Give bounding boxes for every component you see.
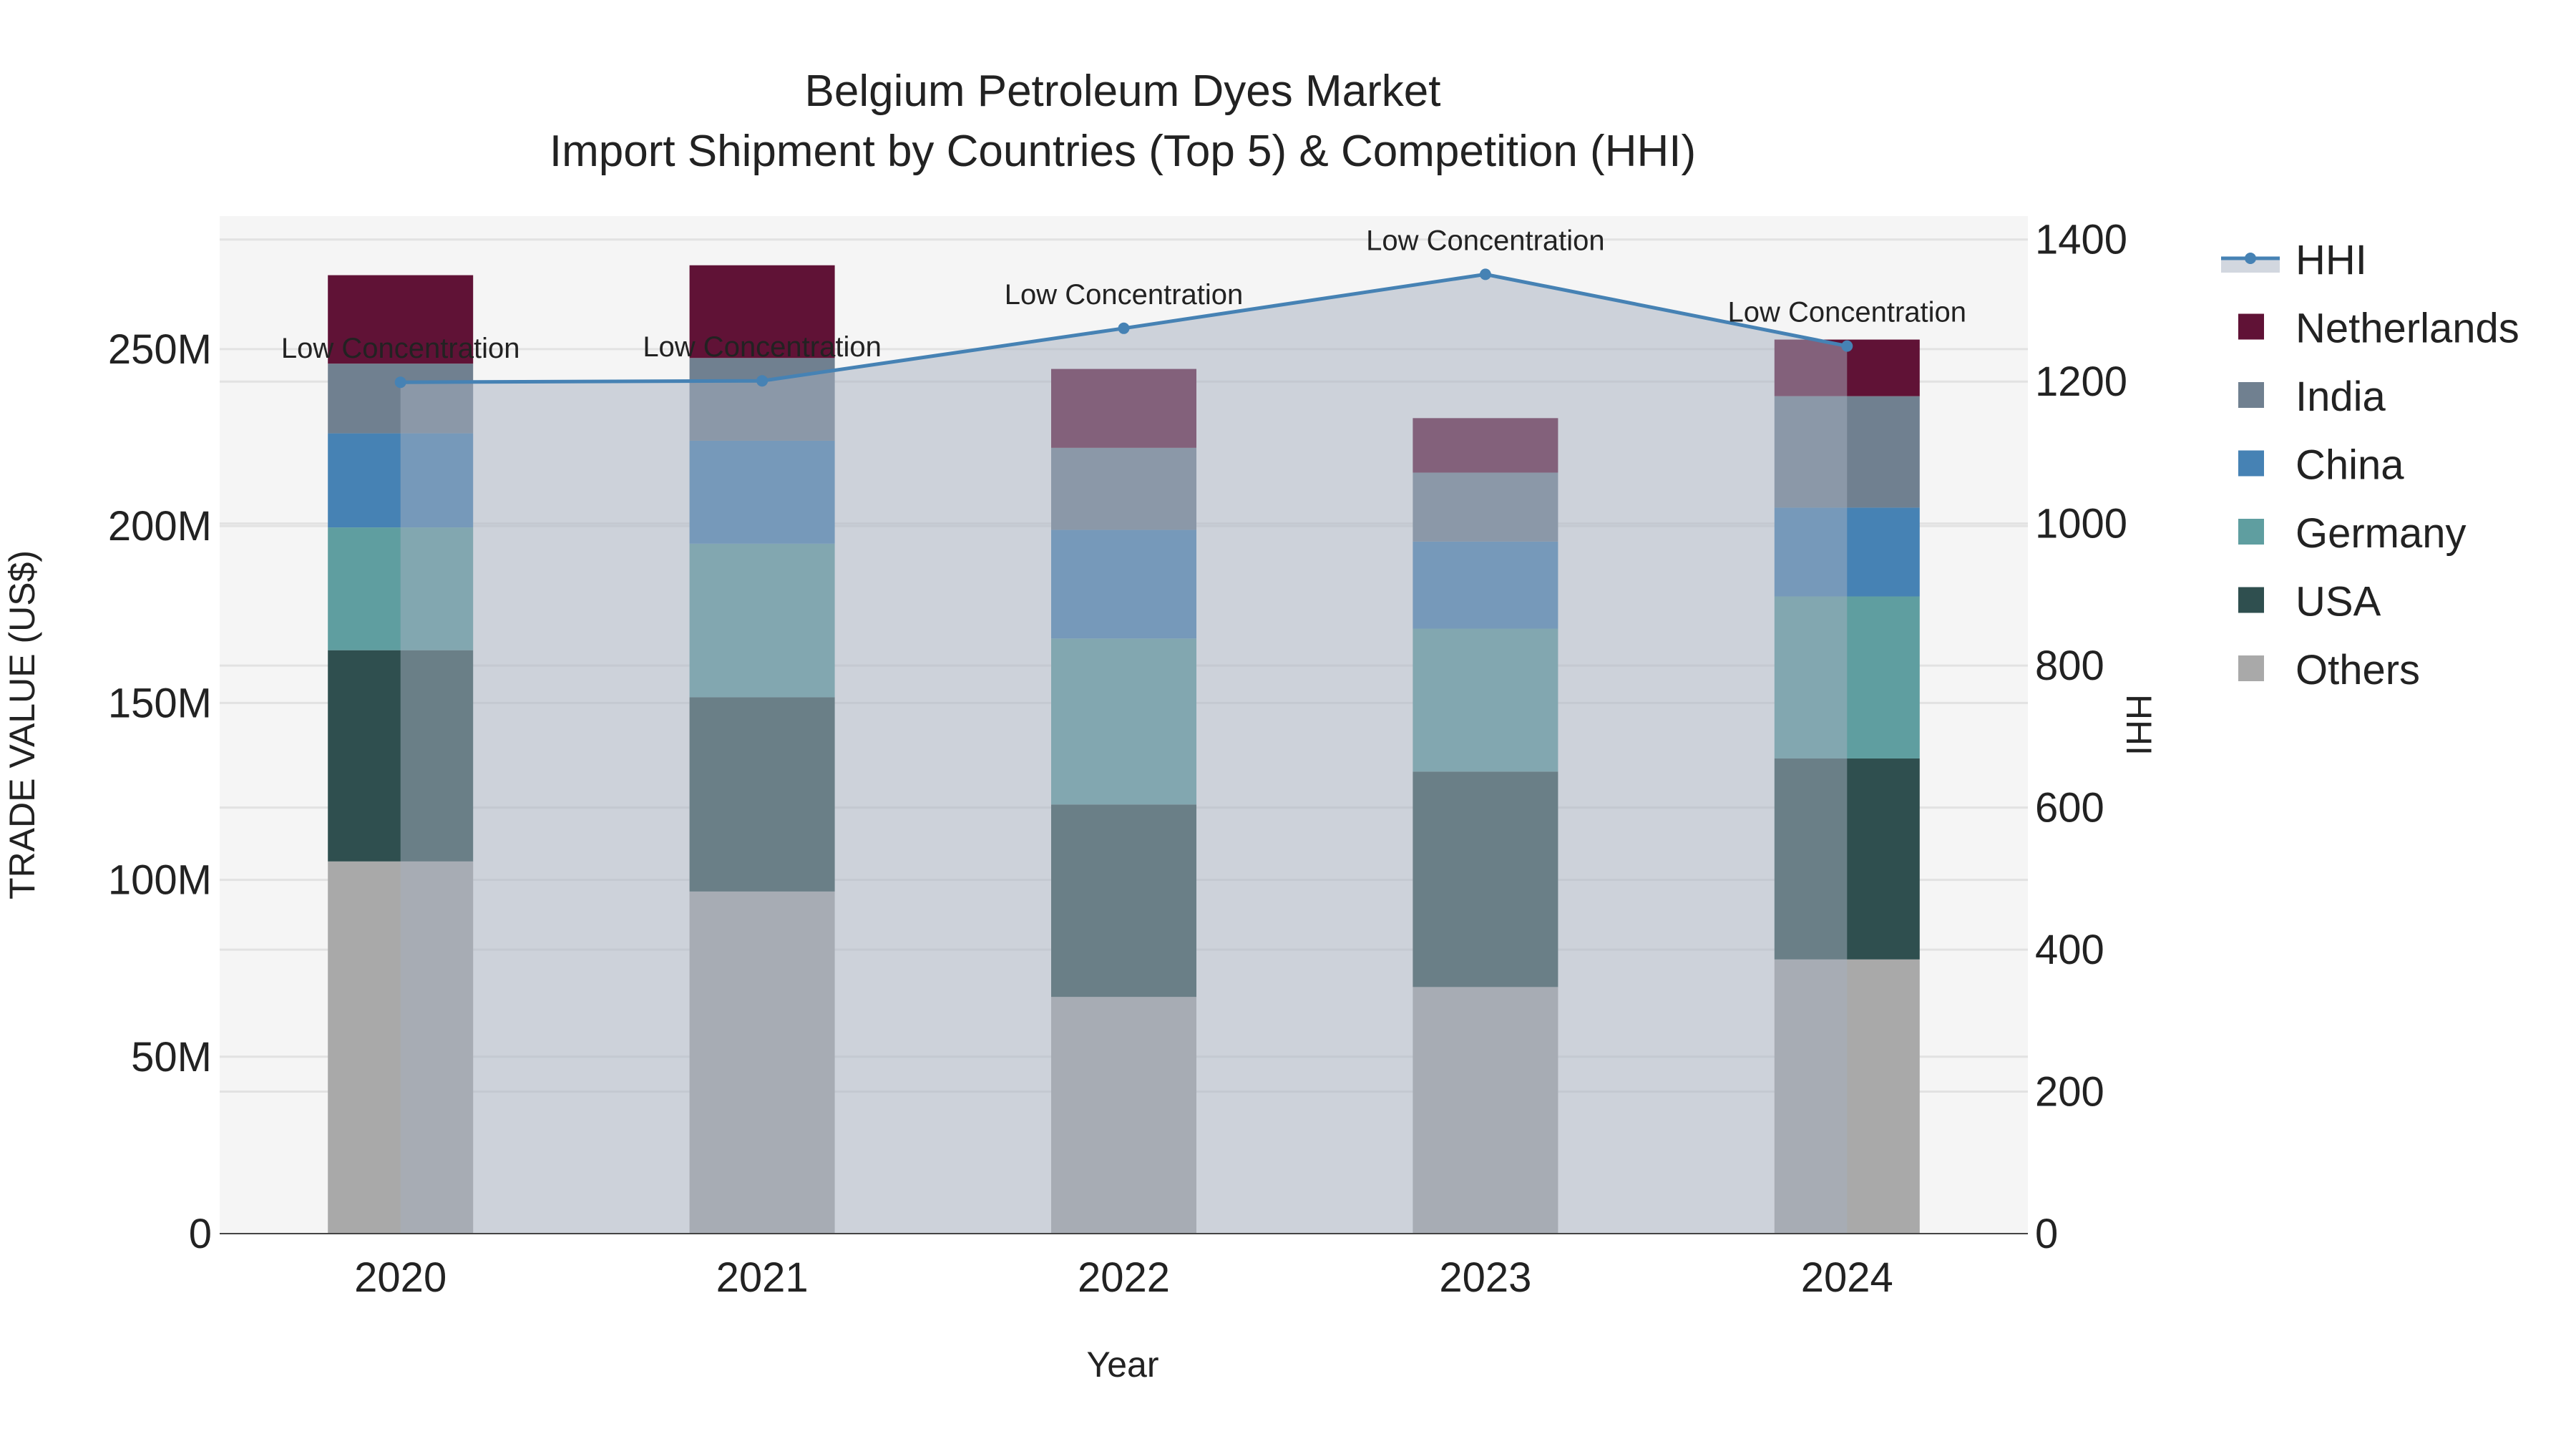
legend-swatch-icon xyxy=(2238,519,2264,545)
legend-item-usa[interactable]: USA xyxy=(2238,579,2381,625)
hhi-annotation: Low Concentration xyxy=(1728,297,1967,328)
hhi-annotation: Low Concentration xyxy=(281,333,520,364)
legend-label: USA xyxy=(2296,579,2381,625)
y2-tick-label: 800 xyxy=(2035,643,2104,689)
legend-item-india[interactable]: India xyxy=(2238,374,2386,420)
y2-tick-label: 1400 xyxy=(2035,217,2127,263)
legend-label: China xyxy=(2296,442,2404,489)
legend: HHI Netherlands India China Germany USA Others xyxy=(2221,237,2519,693)
hhi-line: Low Concentration Low Concentration Low Co… xyxy=(281,225,1967,389)
legend-swatch-icon xyxy=(2238,587,2264,613)
y-tick-label: 0 xyxy=(189,1211,212,1257)
legend-item-others[interactable]: Others xyxy=(2238,647,2420,693)
hhi-point xyxy=(394,376,406,389)
y2-tick-label: 1000 xyxy=(2035,501,2127,547)
x-tick-label: 2022 xyxy=(1078,1254,1170,1301)
legend-swatch-icon xyxy=(2238,313,2264,340)
x-tick-label: 2023 xyxy=(1439,1254,1531,1301)
legend-label: HHI xyxy=(2296,237,2367,283)
y-tick-label: 150M xyxy=(108,680,212,726)
hhi-annotation: Low Concentration xyxy=(1366,225,1605,256)
x-tick-label: 2020 xyxy=(354,1254,447,1301)
y-tick-label: 250M xyxy=(108,326,212,373)
hhi-area xyxy=(400,274,1848,1234)
hhi-area-fill xyxy=(400,274,1848,1234)
y-tick-label: 200M xyxy=(108,503,212,550)
hhi-point xyxy=(1479,268,1491,280)
legend-label: India xyxy=(2296,374,2386,420)
legend-hhi-marker-icon xyxy=(2245,253,2256,264)
x-axis-title: Year xyxy=(1086,1345,1158,1385)
legend-swatch-icon xyxy=(2238,382,2264,408)
hhi-annotation: Low Concentration xyxy=(1005,279,1244,311)
y-axis-title: TRADE VALUE (US$) xyxy=(2,550,42,899)
legend-swatch-icon xyxy=(2238,655,2264,681)
y2-tick-label: 200 xyxy=(2035,1069,2104,1116)
hhi-annotation: Low Concentration xyxy=(643,331,882,363)
hhi-point xyxy=(1118,322,1130,334)
legend-item-china[interactable]: China xyxy=(2238,442,2404,489)
hhi-point xyxy=(1841,340,1853,352)
legend-item-hhi[interactable]: HHI xyxy=(2221,237,2367,283)
y2-tick-label: 0 xyxy=(2035,1211,2058,1257)
chart-title: Belgium Petroleum Dyes Market xyxy=(805,67,1441,116)
y-tick-label: 50M xyxy=(131,1034,212,1080)
legend-hhi-area-swatch xyxy=(2221,258,2280,273)
y2-tick-label: 400 xyxy=(2035,927,2104,973)
y2-tick-label: 600 xyxy=(2035,785,2104,831)
legend-label: Netherlands xyxy=(2296,306,2519,352)
bar-netherlands-2021 xyxy=(689,265,835,358)
x-tick-label: 2024 xyxy=(1801,1254,1893,1301)
legend-label: Germany xyxy=(2296,510,2467,557)
hhi-point xyxy=(756,375,769,387)
legend-swatch-icon xyxy=(2238,450,2264,477)
legend-label: Others xyxy=(2296,647,2420,693)
y2-tick-label: 1200 xyxy=(2035,358,2127,405)
chart-subtitle: Import Shipment by Countries (Top 5) & C… xyxy=(550,127,1696,176)
y-tick-label: 100M xyxy=(108,857,212,904)
legend-item-germany[interactable]: Germany xyxy=(2238,510,2467,557)
x-tick-label: 2021 xyxy=(716,1254,809,1301)
y2-axis-title: HHI xyxy=(2119,694,2159,756)
axes: 0 50M 100M 150M 200M 250M 0 200 400 600 800 1000 120… xyxy=(108,217,2127,1301)
bar-netherlands-2020 xyxy=(328,275,474,364)
legend-item-netherlands[interactable]: Netherlands xyxy=(2238,306,2519,352)
